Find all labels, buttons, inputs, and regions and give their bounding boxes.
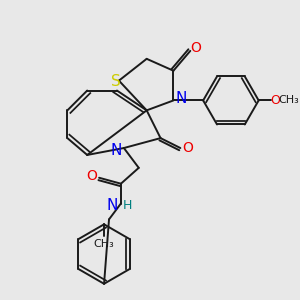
Text: O: O: [190, 41, 201, 55]
Text: N: N: [110, 143, 122, 158]
Text: S: S: [111, 74, 121, 89]
Text: O: O: [271, 94, 281, 107]
Text: CH₃: CH₃: [278, 95, 299, 105]
Text: CH₃: CH₃: [94, 239, 114, 249]
Text: H: H: [123, 199, 133, 212]
Text: N: N: [176, 91, 187, 106]
Text: O: O: [87, 169, 98, 183]
Text: O: O: [182, 141, 193, 155]
Text: N: N: [106, 198, 118, 213]
